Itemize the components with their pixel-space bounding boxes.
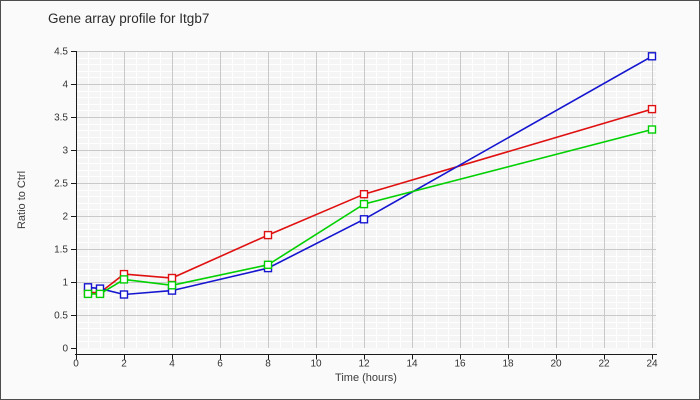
blue-series-marker [359, 215, 369, 224]
blue-series-marker [647, 52, 657, 61]
x-tick-label: 22 [598, 359, 610, 370]
x-axis-label: Time (hours) [335, 372, 397, 384]
y-tick-label: 1 [62, 278, 68, 289]
red-series-marker [167, 273, 177, 283]
y-tick-label: 4.5 [54, 47, 68, 58]
x-tick-label: 14 [406, 359, 418, 370]
y-tick-label: 2.5 [54, 179, 68, 190]
y-tick-label: 1.5 [54, 245, 68, 256]
y-tick-label: 3.5 [54, 113, 68, 124]
tick-labels: 00.511.522.533.544.50 2 4 6 8 10 12 14 16 18 20 22 2… [54, 47, 658, 370]
y-tick-label: 4 [62, 80, 68, 91]
red-series-marker [263, 230, 273, 240]
chart-title: Gene array profile for Itgb7 [48, 11, 210, 26]
x-tick-label: 16 [454, 359, 466, 370]
x-tick-label: 8 [265, 359, 271, 370]
y-tick-label: 0.5 [54, 311, 68, 322]
y-tick-label: 2 [62, 212, 68, 223]
green-series [83, 125, 657, 299]
axes [71, 51, 657, 360]
x-tick-label: 2 [121, 359, 127, 370]
x-tick-label: 10 [310, 359, 322, 370]
red-series-marker [647, 104, 657, 114]
green-series-marker [263, 260, 273, 269]
green-series-marker [359, 199, 369, 209]
green-series-marker [119, 275, 129, 284]
x-tick-label: 4 [169, 359, 175, 370]
green-series-marker [167, 281, 177, 290]
x-tick-label: 24 [646, 359, 658, 370]
red-series-marker [359, 189, 369, 199]
green-series-marker [95, 289, 105, 299]
x-tick-label: 6 [217, 359, 223, 370]
blue-series-marker [119, 290, 129, 299]
green-series-marker [647, 125, 657, 134]
y-tick-label: 3 [62, 146, 68, 157]
x-tick-label: 18 [502, 359, 514, 370]
x-tick-label: 0 [73, 359, 79, 370]
x-tick-label: 20 [550, 359, 562, 370]
green-series-marker [83, 289, 93, 299]
x-tick-label: 12 [358, 359, 370, 370]
y-tick-label: 0 [62, 344, 68, 355]
